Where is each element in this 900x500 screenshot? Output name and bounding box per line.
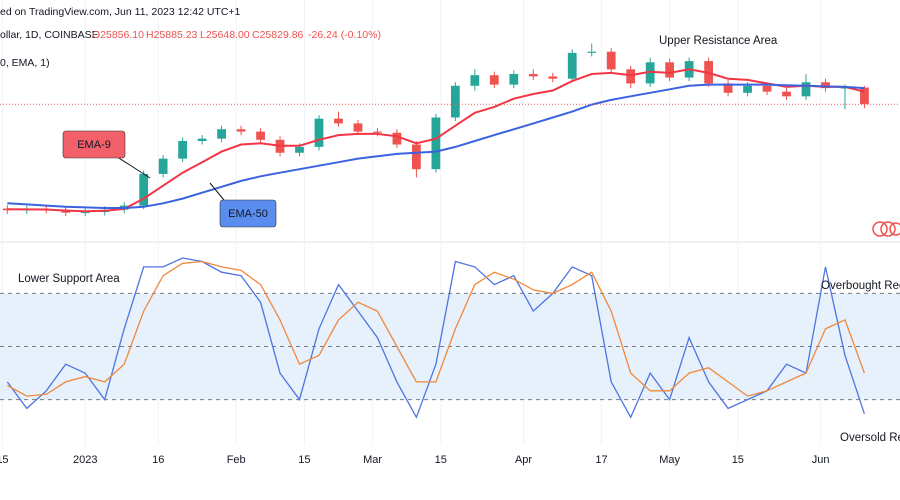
x-tick-label: Jun <box>812 454 830 466</box>
x-tick-label: 15 <box>298 454 310 466</box>
candle-body <box>743 85 752 93</box>
candle-body <box>236 129 246 132</box>
candle-body <box>665 62 675 78</box>
candle-body <box>431 117 441 170</box>
x-tick-label: May <box>659 454 680 466</box>
candle-body <box>489 75 499 85</box>
header-low: L25648.00 <box>200 29 250 41</box>
header-source: ed on TradingView.com, Jun 11, 2023 12:4… <box>0 6 241 18</box>
annotation: Overbought Reg <box>821 280 900 292</box>
x-tick-label: 17 <box>595 454 607 466</box>
ema-line <box>7 68 865 213</box>
candle-body <box>197 138 207 141</box>
icon <box>872 221 888 237</box>
candle-body <box>139 173 149 206</box>
x-tick-label: Feb <box>227 454 246 466</box>
candle-body <box>256 131 265 140</box>
candle-body <box>587 51 597 53</box>
header-change: -26.24 (-0.10%) <box>308 29 381 41</box>
candle-body <box>314 118 324 147</box>
header-symbol: ollar, 1D, COINBASE <box>0 29 99 41</box>
x-tick-label: Mar <box>363 454 382 466</box>
candle-body <box>158 158 168 174</box>
marks <box>0 43 900 419</box>
x-tick-label: 2023 <box>73 454 97 466</box>
callout-label: EMA-50 <box>228 208 268 220</box>
x-tick-label: 16 <box>152 454 164 466</box>
ema-line <box>7 83 865 209</box>
x-tick-label: Apr <box>515 454 532 466</box>
candle-body <box>178 141 188 159</box>
candle-body <box>450 85 460 118</box>
candle-body <box>840 87 850 89</box>
candle-body <box>606 51 616 70</box>
candle-body <box>723 83 733 93</box>
candle-body <box>567 52 577 79</box>
icon <box>889 222 900 236</box>
candle-body <box>334 118 343 124</box>
candle-body <box>412 144 421 170</box>
callout-label: EMA-9 <box>77 139 111 151</box>
candle-body <box>217 129 226 139</box>
x-tick-label: 15 <box>0 454 9 466</box>
callout-box <box>219 199 277 228</box>
header-open: O25856.10 <box>92 29 144 41</box>
header-high: H25885.23 <box>146 29 198 41</box>
header-indicator: 0, EMA, 1) <box>0 57 50 69</box>
candle-body <box>295 146 304 153</box>
candle-body <box>762 85 772 92</box>
band <box>0 292 900 401</box>
candle-body <box>470 75 480 86</box>
candle-body <box>509 74 519 85</box>
candle-body <box>626 69 636 84</box>
oscillator-line <box>6 257 866 419</box>
annotation: Oversold Re <box>840 432 900 444</box>
oscillator-line <box>6 260 866 397</box>
candle-body <box>528 74 538 77</box>
candle-body <box>801 82 811 97</box>
icon <box>880 221 896 237</box>
header-close: C25829.86 <box>252 29 304 41</box>
callout-box <box>62 130 126 159</box>
candle-body <box>353 123 363 132</box>
candle-body <box>80 212 90 214</box>
candle-body <box>548 76 558 79</box>
candle-body <box>860 87 869 105</box>
annotation: Lower Support Area <box>18 273 120 285</box>
candle-body <box>392 132 402 145</box>
candle-body <box>645 62 655 84</box>
candle-body <box>373 131 382 133</box>
x-tick-label: 15 <box>732 454 744 466</box>
x-tick-label: 15 <box>435 454 447 466</box>
annotation: Upper Resistance Area <box>659 35 778 47</box>
candle-body <box>821 82 830 89</box>
candle-body <box>782 91 791 97</box>
